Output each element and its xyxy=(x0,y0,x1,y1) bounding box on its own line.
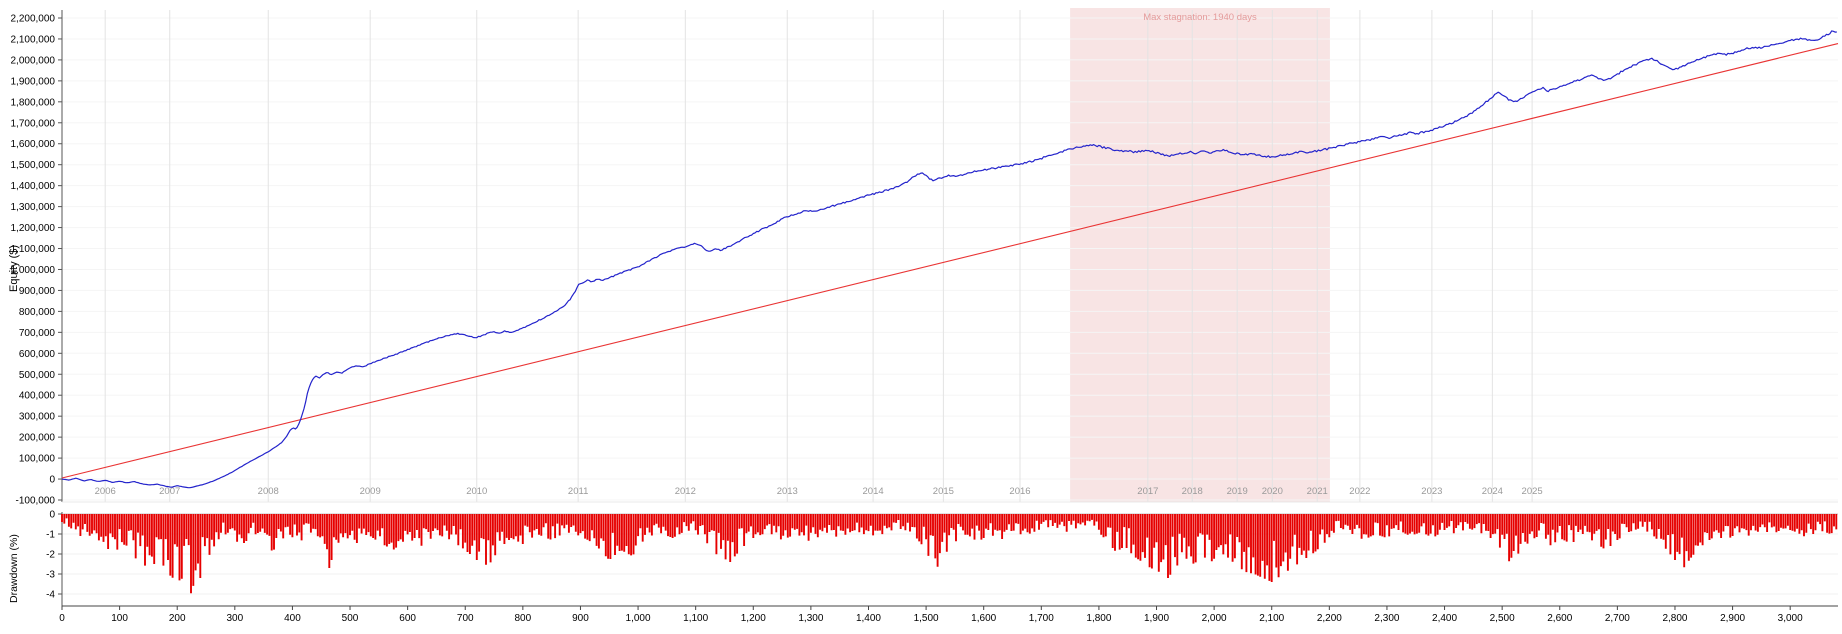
equity-y-tick-label: 1,400,000 xyxy=(11,181,56,192)
equity-y-tick-label: 1,900,000 xyxy=(11,76,56,87)
equity-y-tick-label: 300,000 xyxy=(19,412,56,423)
dd-y-tick-label: -1 xyxy=(46,530,55,541)
equity-y-tick-label: 1,200,000 xyxy=(11,223,56,234)
year-label: 2025 xyxy=(1522,486,1543,497)
drawdown-axis-title: Drawdown (%) xyxy=(8,534,20,603)
x-tick-label: 3,000 xyxy=(1778,613,1803,624)
equity-axis-title: Equity ($) xyxy=(8,244,20,292)
x-tick-label: 2,200 xyxy=(1317,613,1342,624)
year-label: 2014 xyxy=(863,486,884,497)
year-label: 2010 xyxy=(466,486,487,497)
equity-y-tick-label: 1,600,000 xyxy=(11,139,56,150)
equity-y-tick-label: 0 xyxy=(49,475,55,486)
drawdown-bars xyxy=(61,514,1838,594)
dd-y-tick-label: -4 xyxy=(46,590,55,601)
dd-y-tick-label: -3 xyxy=(46,570,55,581)
x-tick-label: 900 xyxy=(572,613,589,624)
year-label: 2011 xyxy=(568,486,588,497)
year-label: 2019 xyxy=(1227,486,1248,497)
x-tick-label: 2,400 xyxy=(1432,613,1457,624)
x-tick-label: 1,600 xyxy=(971,613,996,624)
x-tick-label: 1,100 xyxy=(683,613,708,624)
equity-y-tick-label: 1,700,000 xyxy=(11,118,56,129)
x-tick-label: 2,100 xyxy=(1259,613,1284,624)
year-label: 2023 xyxy=(1421,486,1442,497)
year-label: 2016 xyxy=(1009,486,1030,497)
x-tick-label: 0 xyxy=(59,613,65,624)
equity-y-tick-label: 800,000 xyxy=(19,307,56,318)
equity-y-tick-label: 600,000 xyxy=(19,349,56,360)
x-tick-label: 1,700 xyxy=(1029,613,1054,624)
x-tick-label: 2,500 xyxy=(1490,613,1515,624)
year-label: 2013 xyxy=(777,486,798,497)
x-tick-label: 1,800 xyxy=(1086,613,1111,624)
x-tick-label: 1,300 xyxy=(798,613,823,624)
stagnation-region xyxy=(1070,8,1330,502)
x-tick-label: 500 xyxy=(342,613,359,624)
equity-y-tick-label: 100,000 xyxy=(19,454,56,465)
year-label: 2018 xyxy=(1182,486,1203,497)
equity-curve xyxy=(61,30,1837,489)
equity-y-tick-label: 2,100,000 xyxy=(11,34,56,45)
equity-y-tick-label: 1,100,000 xyxy=(11,244,56,255)
x-tick-label: 200 xyxy=(169,613,186,624)
dd-y-tick-label: 0 xyxy=(49,510,55,521)
x-tick-label: 1,200 xyxy=(741,613,766,624)
dd-y-tick-label: -2 xyxy=(46,550,55,561)
equity-y-tick-label: 1,300,000 xyxy=(11,202,56,213)
equity-y-tick-label: 700,000 xyxy=(19,328,56,339)
equity-y-tick-label: 1,800,000 xyxy=(11,97,56,108)
year-label: 2012 xyxy=(675,486,696,497)
x-tick-label: 800 xyxy=(515,613,532,624)
equity-y-tick-label: 200,000 xyxy=(19,433,56,444)
equity-y-tick-label: 1,000,000 xyxy=(11,265,56,276)
x-tick-label: 2,800 xyxy=(1662,613,1687,624)
year-label: 2009 xyxy=(360,486,381,497)
x-tick-label: 300 xyxy=(226,613,243,624)
x-tick-label: 2,000 xyxy=(1202,613,1227,624)
equity-y-tick-label: 2,200,000 xyxy=(11,14,56,25)
x-tick-label: 1,500 xyxy=(914,613,939,624)
equity-y-tick-label: 400,000 xyxy=(19,391,56,402)
year-label: 2015 xyxy=(933,486,954,497)
year-label: 2008 xyxy=(258,486,279,497)
x-tick-label: 2,600 xyxy=(1547,613,1572,624)
year-label: 2024 xyxy=(1482,486,1503,497)
equity-y-tick-label: 1,500,000 xyxy=(11,160,56,171)
year-label: 2021 xyxy=(1307,486,1328,497)
equity-y-tick-label: -100,000 xyxy=(16,496,56,507)
equity-y-tick-label: 900,000 xyxy=(19,286,56,297)
year-label: 2017 xyxy=(1137,486,1158,497)
x-tick-label: 1,000 xyxy=(626,613,651,624)
linear-reference-line xyxy=(61,43,1839,479)
x-tick-label: 600 xyxy=(399,613,416,624)
x-tick-label: 1,900 xyxy=(1144,613,1169,624)
equity-y-tick-label: 2,000,000 xyxy=(11,55,56,66)
x-tick-label: 2,700 xyxy=(1605,613,1630,624)
x-tick-label: 2,900 xyxy=(1720,613,1745,624)
year-label: 2007 xyxy=(159,486,180,497)
x-tick-label: 1,400 xyxy=(856,613,881,624)
x-tick-label: 700 xyxy=(457,613,474,624)
year-label: 2020 xyxy=(1262,486,1283,497)
year-label: 2006 xyxy=(95,486,116,497)
year-label: 2022 xyxy=(1349,486,1370,497)
x-tick-label: 2,300 xyxy=(1374,613,1399,624)
equity-y-tick-label: 500,000 xyxy=(19,370,56,381)
x-tick-label: 400 xyxy=(284,613,301,624)
x-tick-label: 100 xyxy=(111,613,128,624)
